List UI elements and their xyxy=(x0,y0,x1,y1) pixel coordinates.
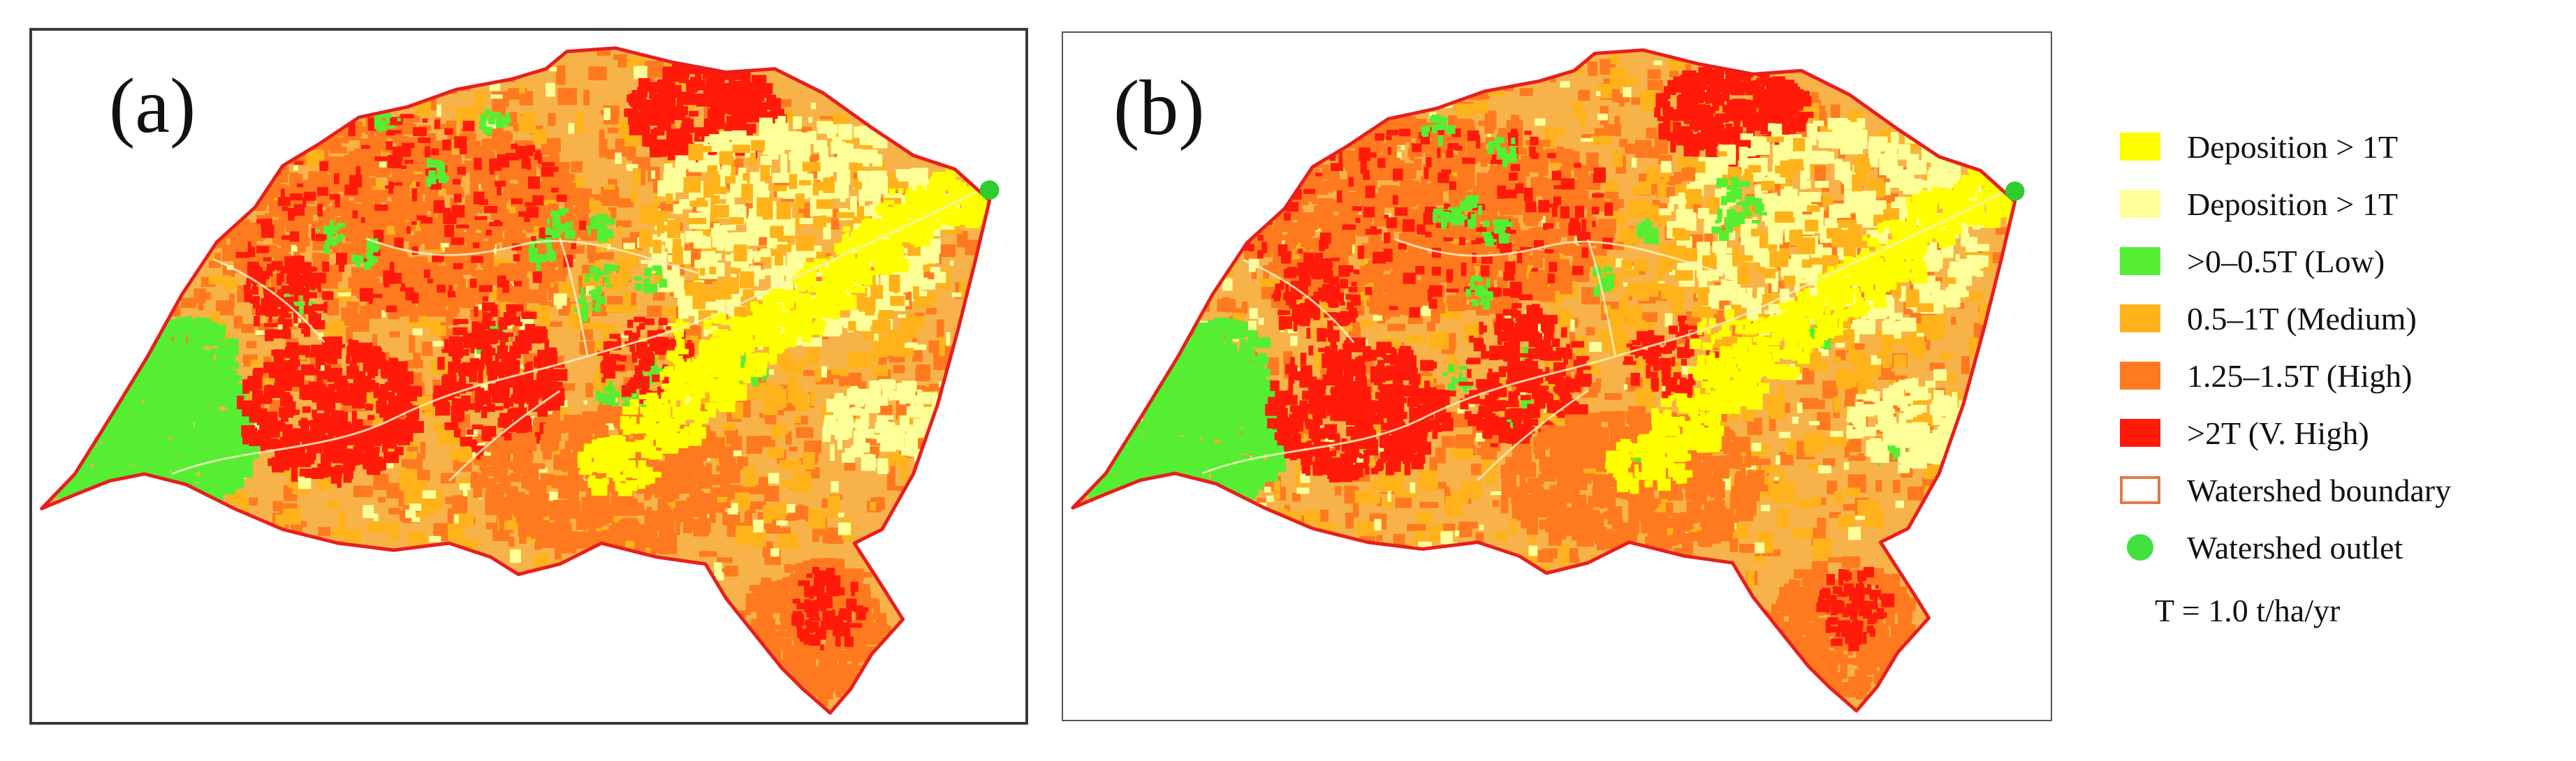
panel-label-a: (a) xyxy=(109,63,196,149)
map-panel-b: (b) xyxy=(1062,31,2052,721)
boundary-outline-icon xyxy=(2120,476,2160,504)
panel-label-b: (b) xyxy=(1113,65,1205,152)
watershed-boundary xyxy=(40,46,992,715)
outlet-dot-icon xyxy=(2127,534,2153,561)
stream-line xyxy=(1243,259,1355,343)
legend-item-low: >0–0.5T (Low) xyxy=(2120,240,2385,282)
legend-label: >2T (V. High) xyxy=(2187,415,2369,451)
watershed-outlet-marker xyxy=(2005,181,2025,201)
legend-label: Deposition > 1T xyxy=(2187,186,2398,222)
legend-item-high: 1.25–1.5T (High) xyxy=(2120,355,2412,397)
stream-line xyxy=(1394,238,1726,275)
legend-item-watershed-boundary: Watershed boundary xyxy=(2120,469,2451,511)
legend-swatch xyxy=(2120,190,2160,218)
watershed-boundary xyxy=(1071,48,2017,713)
legend-swatch xyxy=(2120,362,2160,390)
legend-swatch xyxy=(2120,247,2160,275)
watershed-outlet-marker xyxy=(979,180,1000,200)
stream-line xyxy=(213,258,325,343)
legend-swatch xyxy=(2120,419,2160,447)
legend-swatch xyxy=(2120,133,2160,161)
legend-label: Deposition > 1T xyxy=(2187,128,2398,165)
legend-swatch xyxy=(2120,304,2160,332)
legend-item-very-high: >2T (V. High) xyxy=(2120,412,2369,454)
stream-line xyxy=(1586,239,1617,357)
stream-line xyxy=(171,185,987,475)
map-legend: Deposition > 1T Deposition > 1T >0–0.5T … xyxy=(2120,126,2567,656)
legend-item-watershed-outlet: Watershed outlet xyxy=(2120,526,2403,568)
stream-line xyxy=(1477,390,1589,481)
t-unit-definition: T = 1.0 t/ha/yr xyxy=(2155,593,2341,628)
legend-label: 1.25–1.5T (High) xyxy=(2187,357,2413,394)
legend-item-deposition-light: Deposition > 1T xyxy=(2120,183,2398,225)
legend-label: 0.5–1T (Medium) xyxy=(2187,300,2417,337)
stream-line xyxy=(448,390,561,482)
erosion-raster xyxy=(1072,50,2015,711)
map-panel-a: (a) xyxy=(29,28,1028,725)
erosion-raster xyxy=(41,47,990,714)
legend-label: Watershed boundary xyxy=(2187,472,2452,508)
stream-line xyxy=(1201,186,2012,475)
legend-label: >0–0.5T (Low) xyxy=(2187,243,2385,279)
stream-line xyxy=(365,237,699,274)
legend-item-medium: 0.5–1T (Medium) xyxy=(2120,297,2417,339)
erosion-map-a xyxy=(40,46,1000,715)
stream-line xyxy=(559,238,589,357)
legend-label: Watershed outlet xyxy=(2187,529,2403,566)
legend-item-deposition-bright: Deposition > 1T xyxy=(2120,126,2398,168)
erosion-map-b xyxy=(1071,48,2025,713)
